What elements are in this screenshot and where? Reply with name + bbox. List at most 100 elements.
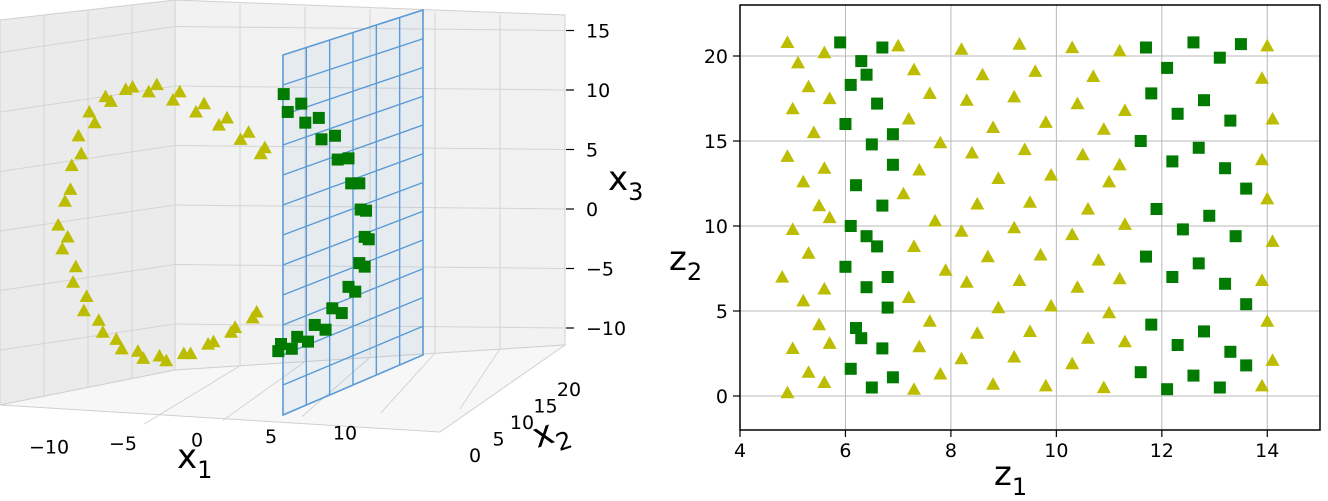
data-point-triangle — [68, 259, 83, 273]
data-point-triangle — [82, 104, 97, 118]
data-point-triangle — [64, 158, 79, 172]
data-point-triangle — [1260, 314, 1275, 327]
grid-line-back-h — [174, 85, 566, 91]
grid-line-back-h — [174, 26, 566, 31]
data-point-square — [295, 97, 308, 110]
data-point-triangle — [103, 94, 118, 107]
grid-line-back-h — [174, 323, 566, 329]
data-point-triangle — [986, 377, 1001, 390]
data-point-square — [844, 362, 857, 375]
data-point-triangle — [1065, 227, 1080, 241]
data-point-triangle — [1265, 111, 1280, 125]
data-point-square — [860, 230, 873, 243]
z1-axis-label: z1 — [994, 454, 1027, 501]
data-point-square — [844, 220, 857, 232]
data-point-triangle — [817, 375, 832, 388]
data-point-square — [1140, 41, 1152, 54]
data-point-square — [886, 371, 899, 384]
tick-label-y: 20 — [704, 46, 728, 68]
data-point-square — [1219, 162, 1232, 175]
data-point-triangle — [1255, 152, 1269, 166]
data-point-triangle — [141, 84, 156, 98]
data-point-square — [865, 381, 878, 394]
data-point-square — [871, 97, 884, 110]
data-point-triangle — [136, 351, 151, 364]
data-point-square — [886, 158, 899, 171]
data-point-triangle — [785, 101, 800, 115]
data-point-square — [855, 55, 868, 68]
data-point-triangle — [172, 84, 187, 98]
data-point-square — [1166, 271, 1179, 283]
data-point-square — [315, 133, 328, 146]
data-point-triangle — [109, 332, 124, 345]
data-point-triangle — [1028, 64, 1043, 77]
data-point-square — [1161, 61, 1174, 74]
data-point-triangle — [233, 132, 248, 145]
data-point-square — [1240, 298, 1253, 311]
data-point-triangle — [1017, 142, 1032, 156]
tick-label-x: 10 — [1044, 440, 1068, 462]
data-point-triangle — [197, 96, 212, 110]
data-point-triangle — [812, 317, 827, 331]
data-point-square — [886, 128, 899, 141]
data-point-triangle — [228, 320, 243, 333]
data-point-triangle — [938, 263, 953, 276]
decision-plane — [282, 8, 424, 417]
data-point-triangle — [822, 91, 837, 105]
data-point-triangle — [1044, 298, 1059, 312]
data-point-triangle — [1044, 168, 1059, 181]
data-point-triangle — [1007, 89, 1022, 103]
data-point-triangle — [66, 275, 81, 288]
data-point-triangle — [901, 111, 916, 125]
data-point-square — [1240, 359, 1253, 372]
grid-line-back-h — [174, 145, 566, 150]
data-point-square — [353, 257, 366, 270]
x2-axis-subscript: 2 — [552, 426, 575, 457]
x3-axis-subscript: 3 — [628, 178, 643, 206]
data-point-triangle — [1102, 174, 1117, 188]
data-point-triangle — [780, 35, 795, 48]
data-point-square — [1219, 277, 1232, 290]
data-point-square — [844, 78, 857, 91]
data-point-square — [834, 36, 847, 49]
data-point-square — [1145, 87, 1158, 100]
tick-label-x2: 0 — [469, 445, 481, 467]
data-point-square — [1224, 345, 1237, 358]
data-point-triangle — [922, 314, 937, 327]
data-point-square — [285, 342, 298, 355]
data-point-square — [1145, 318, 1158, 331]
data-point-triangle — [1117, 217, 1132, 230]
data-point-triangle — [970, 326, 985, 339]
data-point-triangle — [1112, 43, 1127, 57]
data-point-triangle — [922, 86, 937, 99]
data-point-triangle — [912, 339, 927, 353]
tick-label-z: −5 — [586, 259, 614, 281]
data-point-triangle — [959, 93, 974, 106]
tick-label-z: 15 — [586, 21, 610, 43]
data-point-triangle — [907, 62, 921, 76]
data-point-triangle — [775, 270, 790, 283]
data-point-triangle — [1081, 202, 1095, 215]
data-point-triangle — [1038, 378, 1053, 392]
data-point-triangle — [91, 313, 106, 326]
plane-grid-h — [282, 239, 424, 296]
data-point-triangle — [152, 348, 167, 362]
data-point-triangle — [780, 149, 795, 162]
data-point-square — [1171, 339, 1184, 351]
data-point-triangle — [991, 171, 1006, 184]
data-point-square — [1150, 203, 1163, 215]
tick-label-x2: 10 — [510, 412, 534, 434]
data-point-triangle — [87, 115, 102, 129]
data-point-square — [881, 301, 894, 314]
data-point-square — [860, 281, 873, 294]
tick-label-z: 0 — [586, 199, 598, 221]
z2-axis-label: z2 — [669, 239, 702, 286]
data-point-triangle — [51, 218, 66, 231]
data-point-square — [839, 260, 852, 273]
data-point-triangle — [991, 300, 1006, 314]
plane-grid-h — [282, 38, 424, 86]
data-point-square — [1187, 369, 1200, 382]
data-point-triangle — [928, 213, 943, 227]
